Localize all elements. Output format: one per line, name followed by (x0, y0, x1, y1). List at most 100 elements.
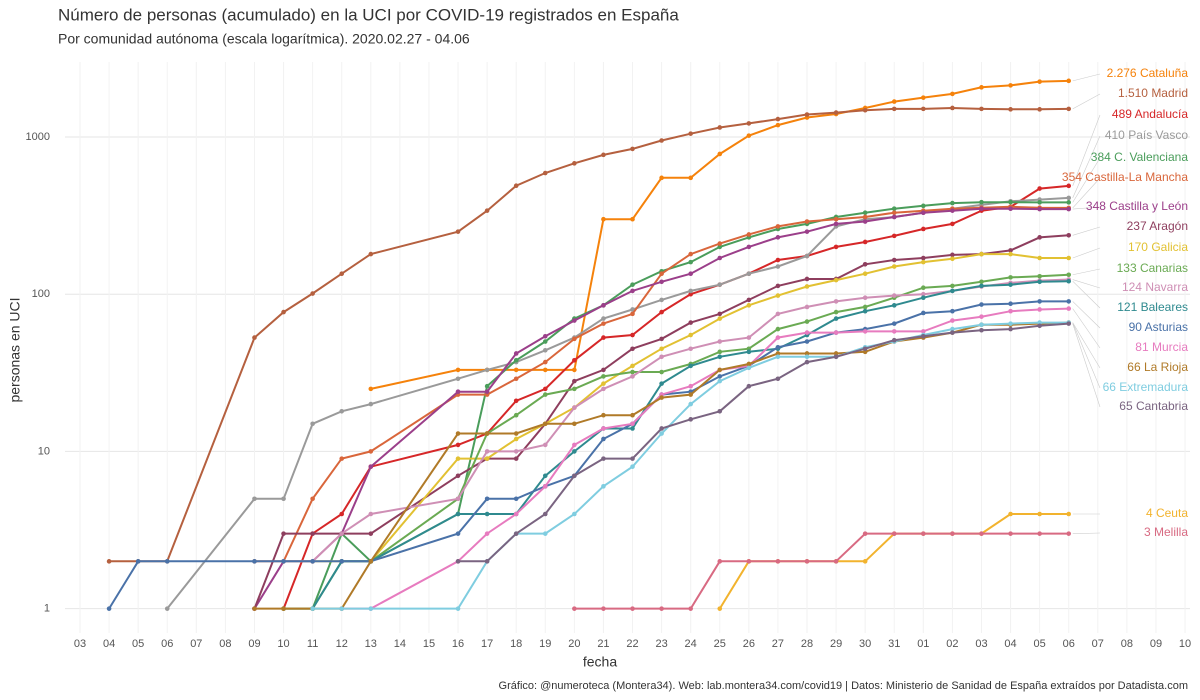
x-tick-label: 03 (74, 638, 86, 650)
end-label-value: 121 (1117, 300, 1137, 314)
end-label-name: Andalucía (1135, 107, 1189, 121)
data-point (688, 383, 693, 389)
data-point (717, 349, 723, 355)
data-point (1066, 106, 1072, 112)
data-point (717, 311, 723, 317)
data-point (339, 606, 345, 611)
x-tick-label: 12 (336, 638, 348, 650)
data-point (601, 367, 606, 373)
data-point (688, 417, 693, 422)
data-point (630, 426, 635, 431)
data-point (746, 133, 752, 138)
data-point (688, 320, 693, 325)
x-tick-label: 26 (743, 638, 755, 650)
data-point (833, 244, 839, 250)
data-point (630, 369, 635, 375)
x-tick-label: 10 (277, 638, 289, 650)
x-tick-label: 21 (597, 638, 609, 650)
data-point (891, 214, 897, 220)
data-point (950, 208, 955, 213)
data-point (601, 436, 606, 442)
end-label-value: 354 (1062, 170, 1082, 184)
data-point (310, 531, 315, 536)
data-point (862, 107, 868, 113)
data-point (746, 335, 752, 340)
x-tick-label: 23 (655, 638, 667, 650)
data-point (339, 511, 345, 517)
data-point (572, 318, 577, 323)
leader-line (1072, 157, 1101, 203)
data-point (775, 344, 781, 350)
data-point (542, 386, 548, 392)
data-point (862, 271, 868, 277)
data-point (1037, 206, 1042, 212)
data-point (484, 456, 490, 461)
end-label-value: 124 (1122, 280, 1142, 294)
data-point (601, 321, 606, 326)
data-point (513, 357, 519, 363)
data-point (950, 283, 955, 289)
data-point (513, 398, 519, 404)
end-label: 410 País Vasco (1105, 128, 1189, 142)
data-point (717, 282, 723, 287)
data-point (921, 291, 926, 297)
data-point (862, 559, 868, 564)
end-label: 66 La Rioja (1127, 360, 1188, 374)
data-point (891, 303, 897, 308)
data-point (368, 531, 374, 536)
data-point (659, 606, 664, 611)
data-point (455, 511, 461, 517)
data-point (1066, 78, 1072, 84)
data-point (281, 606, 286, 611)
data-point (891, 99, 897, 104)
data-point (630, 412, 635, 418)
data-point (455, 442, 461, 448)
end-label-value: 65 (1119, 399, 1133, 413)
data-point (688, 291, 693, 297)
data-point (513, 351, 519, 356)
data-point (542, 367, 548, 373)
data-point (950, 318, 955, 323)
data-point (630, 464, 635, 469)
data-point (891, 257, 897, 263)
data-point (775, 326, 781, 332)
data-point (862, 210, 868, 216)
data-point (979, 279, 984, 285)
x-tick-label: 28 (801, 638, 813, 650)
data-point (455, 559, 461, 564)
data-point (950, 288, 955, 294)
end-label: 4 Ceuta (1146, 506, 1188, 520)
data-point (921, 310, 926, 316)
data-point (601, 316, 606, 321)
end-label-name: Canarias (1140, 261, 1188, 275)
end-label-value: 90 (1129, 320, 1143, 334)
data-point (572, 367, 577, 373)
leader-line (1072, 93, 1101, 110)
data-point (368, 251, 374, 257)
end-label-value: 237 (1127, 219, 1147, 233)
end-label-name: Baleares (1141, 300, 1188, 314)
end-label-value: 1.510 (1118, 86, 1148, 100)
series-line (166, 196, 1069, 610)
data-point (542, 511, 548, 517)
data-point (833, 110, 839, 115)
data-point (746, 361, 752, 367)
data-point (1037, 323, 1042, 329)
data-point (1037, 274, 1042, 279)
leader-line (1072, 323, 1101, 408)
data-point (775, 311, 781, 317)
data-point (572, 606, 577, 611)
x-tick-label: 17 (481, 638, 493, 650)
data-point (775, 283, 781, 289)
data-point (484, 449, 490, 454)
data-point (1008, 301, 1013, 307)
data-point (921, 295, 926, 301)
data-point (1066, 206, 1072, 212)
data-point (833, 221, 839, 227)
series-line (283, 273, 1069, 610)
data-point (542, 347, 548, 353)
data-point (688, 288, 693, 294)
data-point (775, 376, 781, 382)
data-point (572, 442, 577, 448)
data-point (979, 322, 984, 327)
